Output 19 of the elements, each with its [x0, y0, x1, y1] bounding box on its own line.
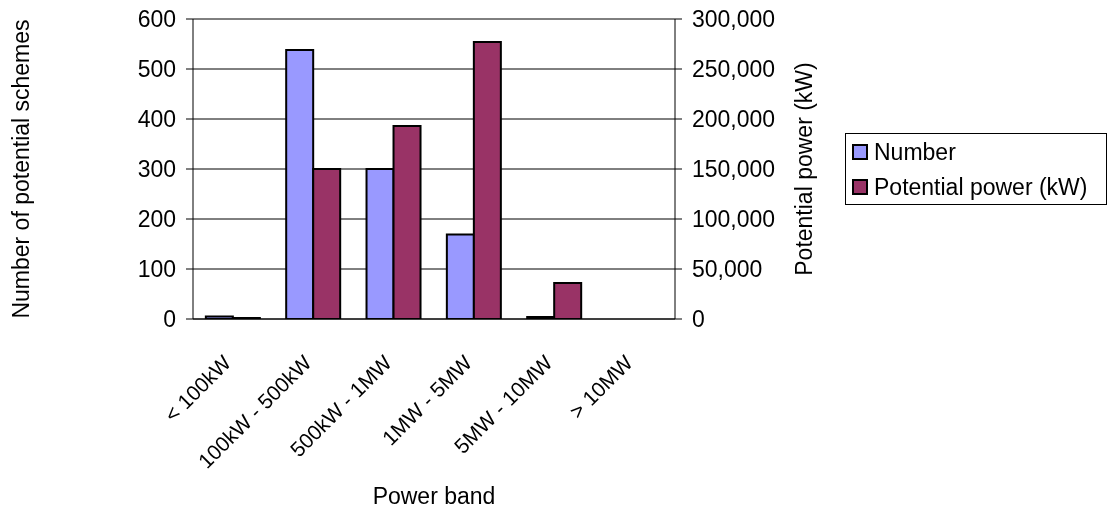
y2-tick-label: 200,000 — [692, 106, 776, 133]
y2-tick-label: 100,000 — [692, 206, 776, 233]
y2-tick-label: 300,000 — [692, 6, 776, 33]
legend-label: Number — [874, 138, 956, 165]
y2-tick-label: 50,000 — [692, 256, 763, 283]
y2-tick-label: 250,000 — [692, 56, 776, 83]
y-tick-label: 0 — [163, 306, 176, 333]
y2-tick-label: 0 — [692, 306, 705, 333]
y-tick-label: 500 — [137, 56, 176, 83]
y-axis-title: Number of potential schemes — [8, 19, 34, 319]
y-tick-label: 400 — [137, 106, 176, 133]
y2-tick-label: 150,000 — [692, 156, 776, 183]
legend-label: Potential power (kW) — [874, 173, 1088, 200]
y-tick-label: 300 — [137, 156, 176, 183]
y2-axis-title: Potential power (kW) — [791, 62, 817, 276]
y-tick-label: 600 — [137, 6, 176, 33]
y-tick-label: 100 — [137, 256, 176, 283]
x-axis-title: Power band — [372, 483, 496, 509]
y-tick-label: 200 — [137, 206, 176, 233]
